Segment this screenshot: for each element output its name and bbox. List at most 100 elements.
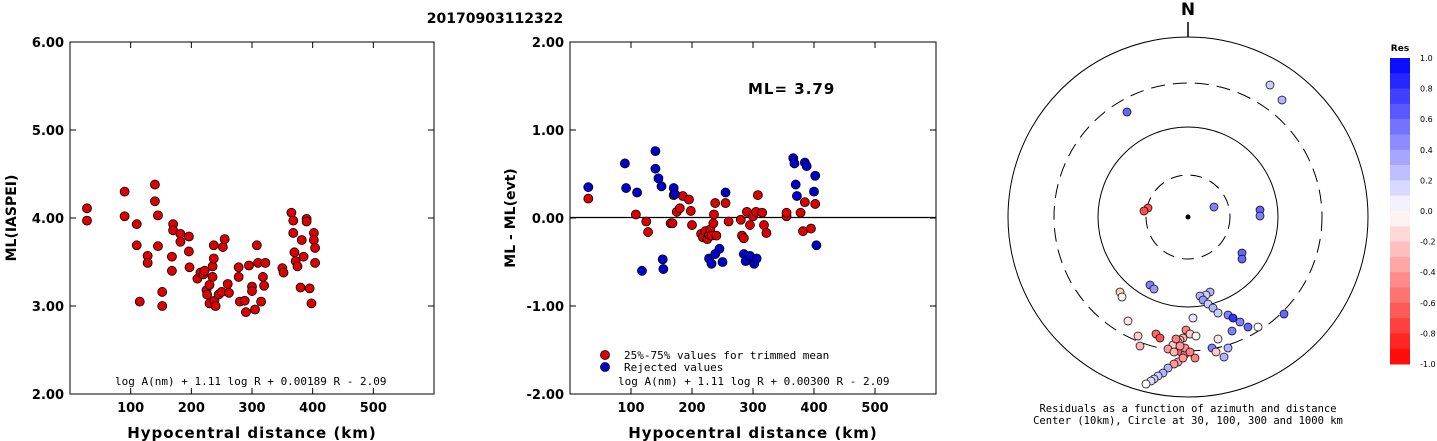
x-tick-label: 100 (617, 401, 644, 416)
caption-line-1: Residuals as a function of azimuth and d… (1039, 403, 1336, 415)
station-marker (1133, 331, 1143, 341)
data-point (210, 301, 221, 311)
x-tick-label: 400 (800, 401, 827, 416)
data-point (131, 240, 142, 251)
data-point (288, 215, 299, 226)
data-point (157, 301, 168, 311)
x-tick-label: 200 (678, 401, 705, 416)
data-point (224, 287, 234, 298)
station-marker (1213, 308, 1223, 318)
data-point (184, 231, 194, 242)
colorbar-cell (1390, 272, 1410, 288)
data-point (208, 240, 219, 251)
data-point (738, 233, 749, 244)
rejected-point (714, 243, 725, 254)
data-point (292, 261, 303, 272)
colorbar-cell (1390, 195, 1410, 212)
colorbar-label: -0.2 (1420, 238, 1436, 247)
rejected-point (650, 146, 661, 157)
data-point (142, 257, 153, 268)
station-marker (1175, 341, 1185, 351)
rejected-point (801, 161, 812, 171)
colorbar-cell (1390, 134, 1410, 151)
ml-value-label: ML= 3.79 (748, 80, 835, 98)
data-point (184, 246, 194, 257)
data-point (217, 242, 228, 252)
rejected-point (810, 170, 821, 181)
station-marker (1117, 292, 1127, 302)
data-point (199, 265, 210, 276)
colorbar-cell (1390, 241, 1410, 258)
data-point (175, 236, 186, 247)
y-axis-label: ML - ML(evt) (503, 168, 519, 267)
y-tick-label: 0.00 (532, 212, 564, 227)
station-marker (1185, 347, 1195, 357)
colorbar-label: 0.8 (1420, 85, 1433, 94)
station-marker (1171, 334, 1181, 344)
circle-100km (1097, 126, 1279, 308)
data-point (207, 272, 218, 282)
colorbar-cell (1390, 302, 1410, 319)
station-marker (1190, 353, 1200, 363)
station-marker (1188, 313, 1198, 323)
colorbar-cell (1390, 348, 1410, 365)
data-point (298, 251, 309, 262)
data-point (167, 265, 177, 276)
x-tick-label: 300 (739, 401, 766, 416)
data-point (250, 304, 260, 315)
residual-colorbar: Res 1.0 0.8 0.6 0.4 0.2 0.0 -0.2 -0.4 -0.6 -0.8 -1… (1390, 44, 1436, 369)
legend-label-trimmed: 25%-75% values for trimmed mean (624, 349, 829, 362)
data-point (296, 235, 307, 245)
data-point (752, 190, 763, 201)
data-point (684, 194, 694, 205)
station-marker (1155, 333, 1165, 343)
y-tick-label: -1.00 (527, 300, 564, 315)
station-marker (1243, 322, 1253, 332)
data-point (795, 207, 806, 218)
data-point (260, 257, 271, 268)
data-point (799, 197, 810, 208)
colorbar-label: 0.0 (1420, 207, 1433, 216)
rejected-point (792, 191, 802, 201)
data-point (119, 186, 130, 197)
data-point (184, 262, 195, 273)
rejected-point (657, 254, 668, 265)
station-marker (1122, 107, 1132, 117)
rejected-point (637, 265, 647, 276)
caption-line-2: Center (10km), Circle at 30, 100, 300 an… (1033, 415, 1343, 427)
data-point (674, 203, 685, 214)
data-point (256, 296, 267, 307)
formula-annotation: log A(nm) + 1.11 log R + 0.00300 R - 2.0… (618, 375, 890, 388)
colorbar-label: 0.4 (1420, 146, 1433, 155)
data-point (134, 296, 145, 307)
data-point (286, 207, 297, 218)
data-point (150, 179, 160, 190)
station-marker (1279, 309, 1289, 319)
data-point (310, 243, 320, 253)
y-tick-label: 6.00 (32, 36, 64, 51)
colorbar-label: -0.6 (1420, 299, 1436, 308)
station-marker (1135, 341, 1145, 351)
y-axis-label: ML(IASPEI) (4, 175, 20, 262)
colorbar-title: Res (1391, 44, 1409, 54)
rejected-point (789, 158, 800, 169)
x-axis-label: Hypocentral distance (km) (127, 424, 377, 441)
colorbar-cell (1390, 119, 1410, 135)
data-point (131, 219, 142, 230)
y-tick-label: 5.00 (32, 124, 64, 139)
rejected-point (720, 187, 731, 198)
station-marker (1149, 284, 1159, 294)
legend-marker-trimmed (600, 350, 610, 360)
rejected-point (670, 189, 680, 200)
colorbar-label: -0.8 (1420, 329, 1436, 338)
data-point (202, 289, 213, 300)
data-point (687, 220, 697, 230)
colorbar-label: -1.0 (1420, 360, 1436, 369)
data-point (150, 196, 160, 207)
data-point (233, 262, 244, 273)
colorbar-label: 1.0 (1420, 54, 1433, 63)
station-marker (1141, 379, 1151, 389)
colorbar-cell (1390, 256, 1410, 273)
rejected-point (658, 264, 669, 274)
data-point (288, 228, 299, 238)
